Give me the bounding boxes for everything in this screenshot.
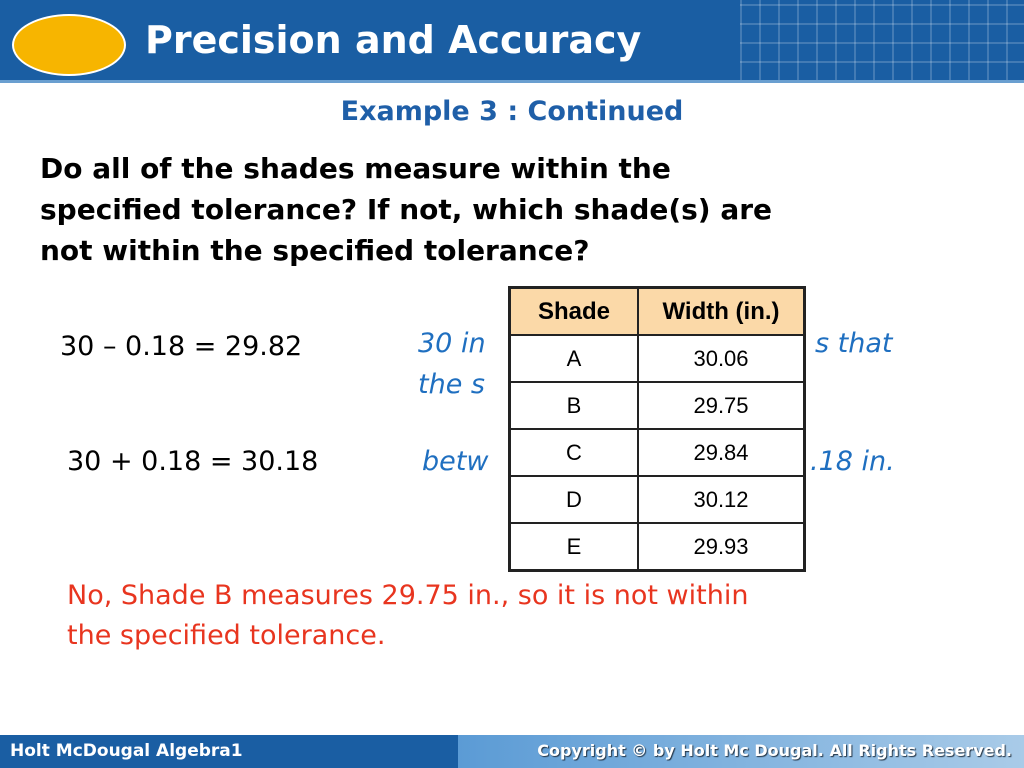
- logo-oval: [12, 14, 126, 76]
- question-line: specified tolerance? If not, which shade…: [40, 193, 773, 226]
- shade-cell: A: [508, 334, 639, 383]
- note-fragment: 30 in: [418, 328, 486, 359]
- question-line: not within the specified tolerance?: [40, 234, 590, 267]
- header-row: Shade Width (in.): [508, 286, 806, 336]
- footer-bar-right: [458, 735, 1024, 768]
- width-cell: 29.75: [637, 381, 806, 430]
- table-row: E 29.93: [508, 522, 806, 572]
- width-cell: 30.06: [637, 334, 806, 383]
- question-line: Do all of the shades measure within the: [40, 152, 671, 185]
- table-row: D 30.12: [508, 475, 806, 524]
- note-fragment: s that: [815, 328, 893, 359]
- column-header: Shade: [508, 286, 639, 336]
- shade-cell: D: [508, 475, 639, 524]
- table-row: B 29.75: [508, 381, 806, 430]
- answer-line: No, Shade B measures 29.75 in., so it is…: [67, 580, 749, 611]
- shade-table: Shade Width (in.) A 30.06 B 29.75 C 29.84 D 30.…: [508, 286, 806, 572]
- equation: 30 – 0.18 = 29.82: [60, 331, 303, 362]
- title: Precision and Accuracy: [145, 18, 642, 62]
- note-fragment: the s: [418, 369, 485, 400]
- width-cell: 29.93: [637, 522, 806, 572]
- footer-left: Holt McDougal Algebra1: [10, 741, 243, 761]
- shade-cell: B: [508, 381, 639, 430]
- width-cell: 30.12: [637, 475, 806, 524]
- table-row: A 30.06: [508, 334, 806, 383]
- column-header: Width (in.): [637, 286, 806, 336]
- shade-cell: C: [508, 428, 639, 477]
- width-cell: 29.84: [637, 428, 806, 477]
- note-fragment: .18 in.: [810, 446, 895, 477]
- table-row: C 29.84: [508, 428, 806, 477]
- footer-right: Copyright © by Holt Mc Dougal. All Right…: [537, 741, 1012, 760]
- note-fragment: betw: [422, 446, 489, 477]
- header-rule: [0, 80, 1024, 83]
- answer-line: the specified tolerance.: [67, 620, 386, 651]
- subtitle: Example 3 : Continued: [340, 96, 684, 127]
- shade-cell: E: [508, 522, 639, 572]
- equation: 30 + 0.18 = 30.18: [67, 446, 319, 477]
